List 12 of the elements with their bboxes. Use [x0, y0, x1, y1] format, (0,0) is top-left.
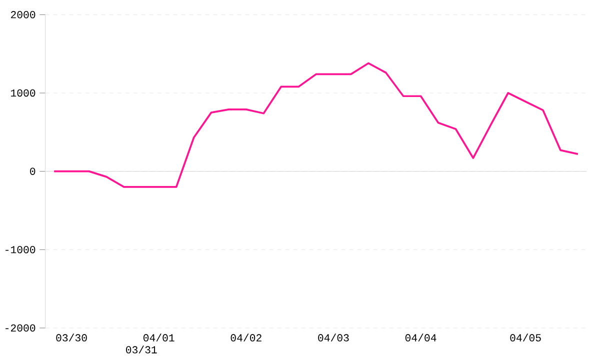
x-tick-label: 04/04 [405, 334, 436, 342]
x-tick-label: 04/01 [143, 334, 174, 342]
y-tick-label: 2000 [10, 11, 36, 18]
y-tick-label: -2000 [6, 324, 36, 332]
x-tick-label: 04/02 [230, 334, 262, 342]
y-tick-label: 1000 [11, 89, 36, 97]
x-tick-label: 04/05 [510, 334, 541, 342]
y-tick-label: -1000 [6, 246, 36, 254]
x-tick-label: 03/31 [126, 346, 157, 354]
x-tick-label: 03/30 [56, 334, 87, 342]
x-tick-label: 04/03 [318, 334, 349, 342]
y-tick-label: 0 [30, 168, 36, 175]
